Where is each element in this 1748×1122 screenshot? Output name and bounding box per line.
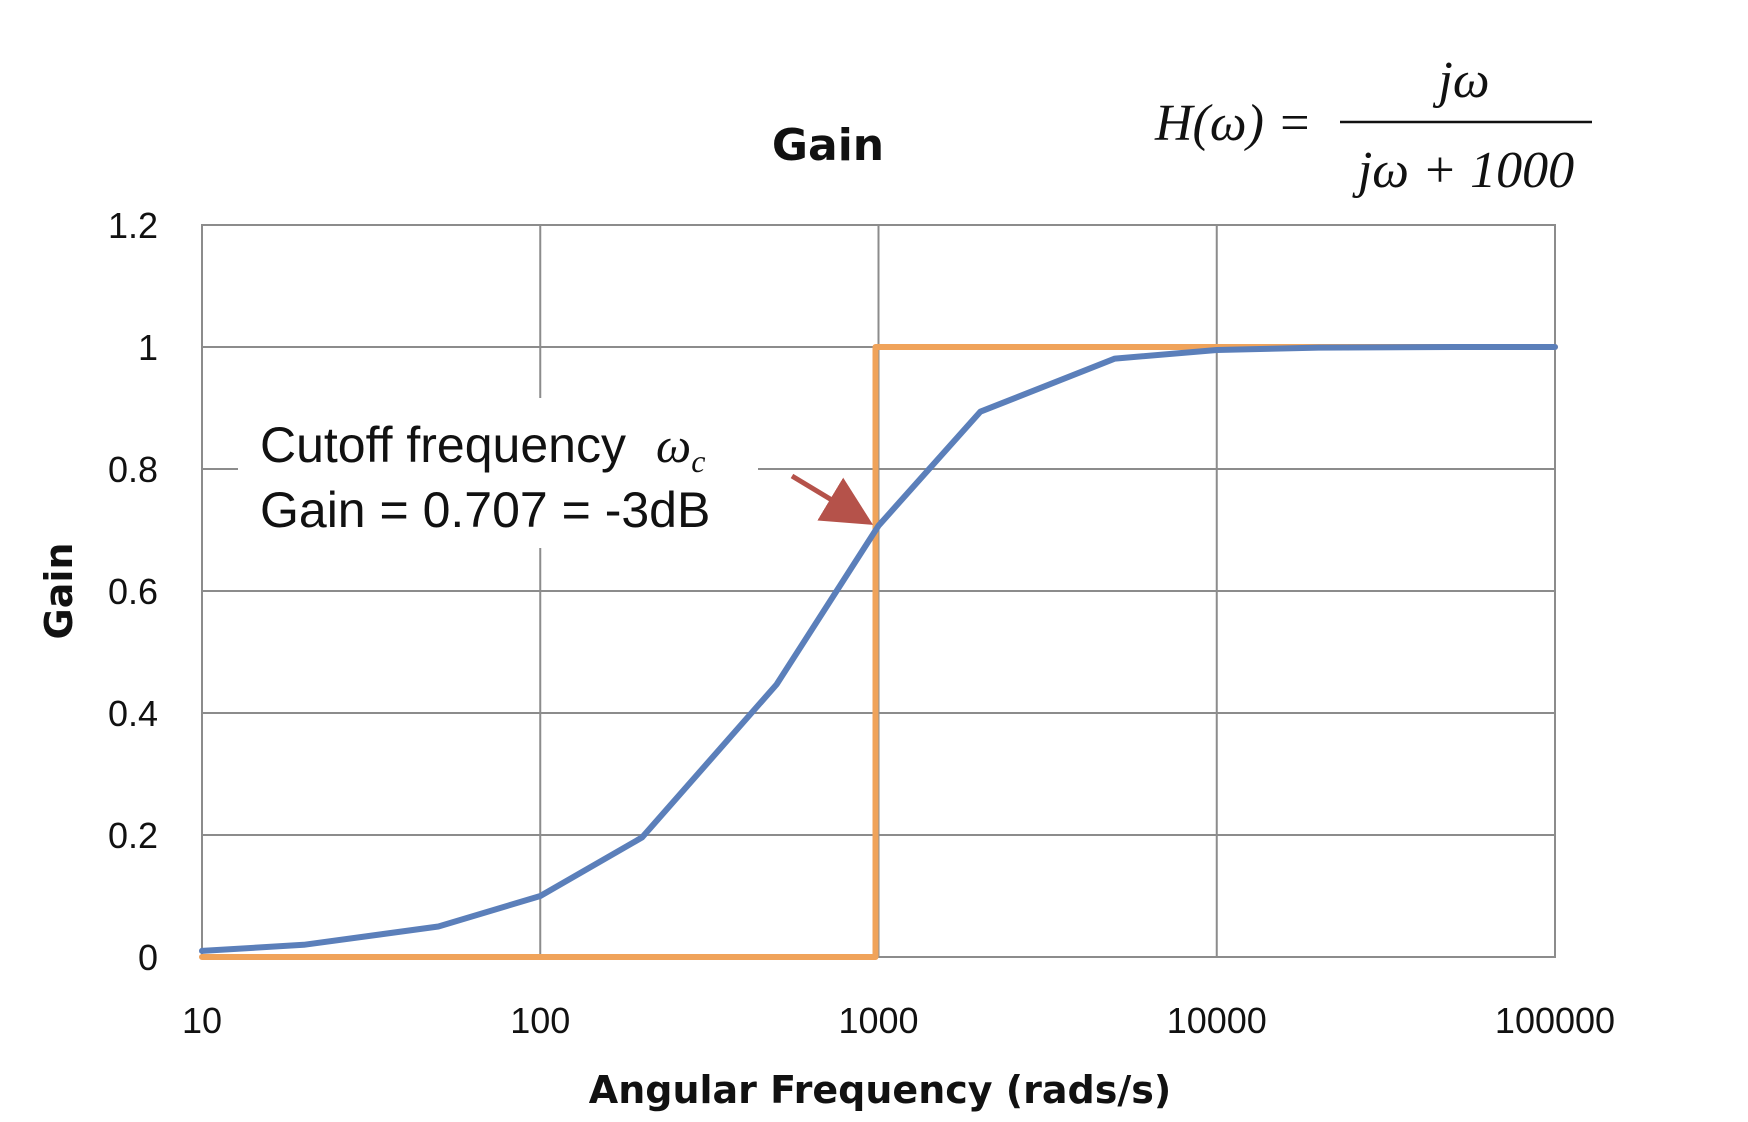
y-axis-title: Gain <box>37 543 81 640</box>
annotation-line1: Cutoff frequency ωc <box>260 417 705 479</box>
chart-title: Gain <box>772 120 884 171</box>
y-tick-label: 0.6 <box>108 571 158 612</box>
formula-lhs: H(ω) = <box>1154 95 1312 152</box>
annotation-line2: Gain = 0.707 = -3dB <box>260 482 710 538</box>
x-tick-label: 100000 <box>1495 1000 1615 1041</box>
x-tick-label: 10000 <box>1167 1000 1267 1041</box>
annotation-line1-text: Cutoff frequency <box>260 417 626 473</box>
y-tick-label: 0.2 <box>108 815 158 856</box>
gain-response-line <box>199 344 1558 954</box>
annotation-background <box>238 398 758 548</box>
y-tick-label: 1.2 <box>108 205 158 246</box>
y-tick-label: 0.4 <box>108 693 158 734</box>
x-tick-label: 100 <box>510 1000 570 1041</box>
y-tick-label: 1 <box>138 327 158 368</box>
x-axis-title: Angular Frequency (rads/s) <box>589 1068 1171 1112</box>
series-group <box>199 344 1558 960</box>
formula-denominator: jω + 1000 <box>1352 142 1574 199</box>
y-tick-label: 0 <box>138 937 158 978</box>
omega-subscript: c <box>691 443 705 479</box>
y-tick-label: 0.8 <box>108 449 158 490</box>
annotation-arrow <box>790 473 874 525</box>
x-tick-label: 1000 <box>838 1000 918 1041</box>
cutoff-annotation: Cutoff frequency ωc Gain = 0.707 = -3dB <box>260 417 874 538</box>
omega-symbol: ω <box>656 417 691 473</box>
transfer-function-formula: H(ω) = jω jω + 1000 <box>1154 52 1592 199</box>
x-tick-label: 10 <box>182 1000 222 1041</box>
ideal-response-line <box>199 344 1558 960</box>
tick-labels: 10 100 1000 10000 100000 0 0.2 0.4 0.6 0.8 1 1.2 <box>108 205 1615 1041</box>
formula-numerator: jω <box>1432 52 1489 109</box>
